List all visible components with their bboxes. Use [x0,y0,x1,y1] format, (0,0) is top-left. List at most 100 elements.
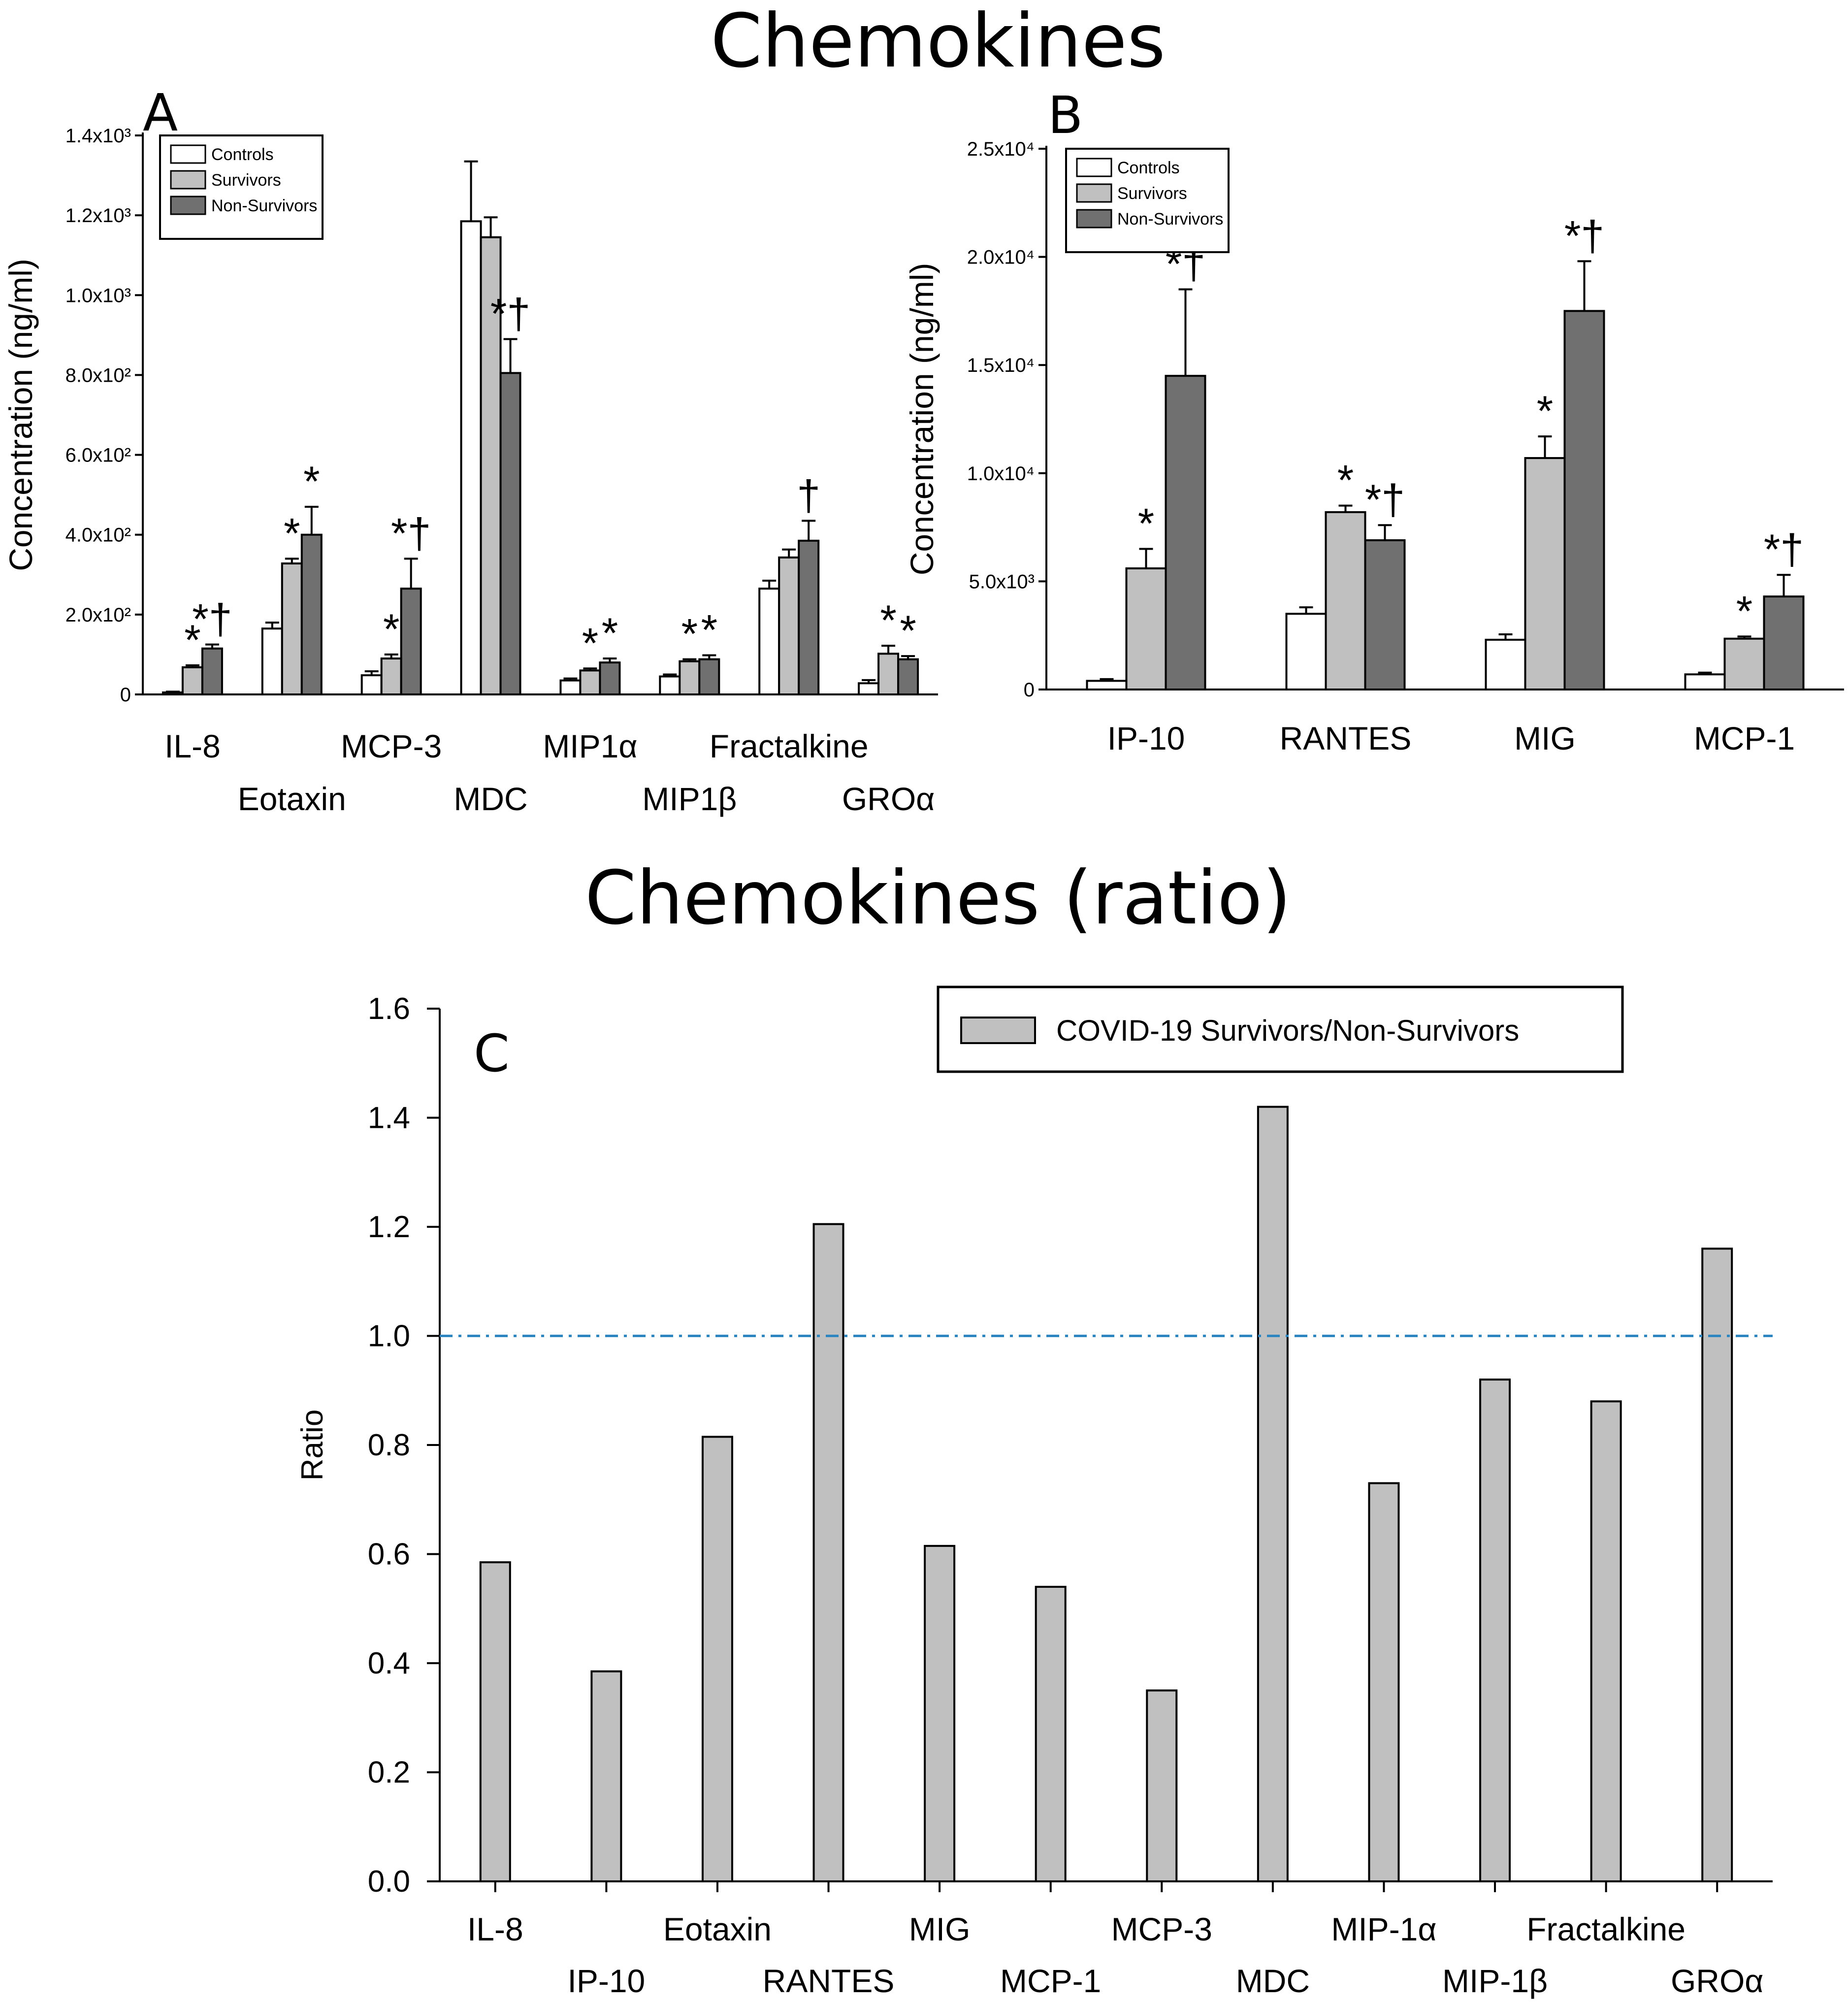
error-bar-non-survivors-rantes [1378,524,1392,540]
x-category-label: GROα [1671,1963,1764,1999]
x-category-label: MIP-1α [1331,1911,1436,1947]
y-tick-label: 5.0x10³ [969,571,1035,592]
y-tick-label: 1.4 [368,1101,410,1135]
y-tick-label: 6.0x10² [65,445,131,466]
bar-survivors-mip1 [579,669,601,696]
error-bar-controls-mip1 [663,673,677,677]
significance-marker: * [900,607,916,655]
significance-marker: *† [1764,526,1804,573]
significance-marker: * [880,597,896,644]
y-tick-label: 1.0x10⁴ [967,463,1035,485]
x-category-label: Fractalkine [710,728,869,764]
error-bar-survivors-mdc [484,216,498,237]
legend-swatch-controls [170,144,206,164]
legend-label: Controls [1117,159,1180,177]
y-tick-label: 1.2 [368,1210,410,1244]
error-bar-survivors-fractalkine [782,548,796,558]
bar-survivors-rantes [1325,511,1366,690]
error-bar-controls-rantes [1299,606,1313,614]
bar-survivors-fractalkine [778,556,800,696]
error-bar-non-survivors-mig [1577,260,1591,311]
bar-controls-fractalkine [758,588,780,696]
bar-non-survivors-mcp-3 [400,588,422,696]
significance-marker: * [303,458,320,505]
bar-non-survivors-eotaxin [300,533,323,695]
error-bar-controls-mig [1498,633,1513,640]
ratio-bar-il-8 [479,1561,511,1883]
ratio-bar-mdc [1257,1106,1289,1883]
x-category-label: IL-8 [467,1911,523,1947]
bar-controls-mdc [460,220,482,695]
error-bar-survivors-il-8 [185,664,199,667]
legend-swatch-survivors [1076,183,1112,203]
y-tick-label: 0.0 [368,1865,410,1899]
bar-controls-rantes [1285,613,1327,691]
bar-survivors-ip-10 [1125,567,1167,690]
x-category-label: MDC [1236,1963,1310,1999]
x-category-label: GROα [842,781,935,817]
x-category-label: Fractalkine [1526,1911,1686,1947]
error-bar-survivors-mip1 [682,658,697,661]
error-bar-survivors-ip-10 [1139,548,1153,569]
x-category-label: MCP-1 [1694,720,1795,756]
y-tick-label: 0.2 [368,1756,410,1790]
legend-swatch-non-survivors [170,196,206,215]
error-bar-controls-mcp-3 [364,670,379,676]
y-tick-label: 0.4 [368,1646,410,1680]
significance-marker: * [602,610,618,657]
significance-marker: *† [1564,212,1604,260]
y-tick-label: 2.5x10⁴ [967,138,1035,160]
bar-survivors-eotaxin [281,562,303,695]
y-tick-label: 2.0x10⁴ [967,247,1035,268]
legend-label: Non-Survivors [211,197,317,215]
legend-label: Survivors [1117,184,1187,203]
legend: COVID-19 Survivors/Non-Survivors [937,985,1624,1073]
error-bar-survivors-rantes [1338,504,1353,512]
legend-label: Survivors [211,171,281,190]
ratio-bar-gro [1701,1248,1733,1882]
figure-title: Chemokines [711,0,1166,84]
panel-c-letter: C [474,1023,510,1084]
y-tick-label: 8.0x10² [65,364,131,386]
error-bar-controls-fractalkine [762,579,777,589]
x-category-label: MDC [454,781,527,817]
error-bar-controls-mdc [464,160,478,222]
bar-controls-ip-10 [1086,680,1128,691]
panel-a-letter: A [143,83,178,143]
bar-controls-mcp-1 [1684,673,1726,690]
error-bar-non-survivors-gro [901,655,915,659]
x-category-label: MCP-3 [1111,1911,1212,1947]
bar-non-survivors-mcp-1 [1763,595,1805,691]
legend-label: Controls [211,145,274,164]
significance-marker: * [1138,500,1154,548]
ratio-bar-mcp-3 [1146,1689,1178,1882]
error-bar-controls-gro [862,679,876,684]
error-bar-non-survivors-mcp-1 [1777,574,1791,597]
x-category-label: MIP1α [543,728,637,764]
x-category-label: MIG [1514,720,1576,756]
legend-label: Non-Survivors [1117,210,1223,229]
x-category-label: MCP-3 [341,728,442,764]
y-tick-label: 2.0x10² [65,604,131,626]
bar-non-survivors-mdc [499,372,521,695]
y-axis-label: Ratio [295,1410,329,1481]
x-category-label: Eotaxin [238,781,346,817]
x-category-label: RANTES [763,1963,895,1999]
error-bar-controls-mip1 [563,677,578,681]
legend: Controls Survivors Non-Survivors [159,134,324,240]
error-bar-survivors-mig [1538,435,1552,459]
error-bar-non-survivors-ip-10 [1178,288,1193,376]
significance-marker: * [284,510,300,557]
bar-controls-mip1 [659,675,681,695]
x-category-label: IP-10 [1107,720,1185,756]
bar-controls-mig [1485,638,1526,691]
error-bar-non-survivors-mcp-3 [404,558,418,589]
error-bar-survivors-mip1 [583,667,597,671]
y-tick-label: 1.6 [368,992,410,1026]
bar-controls-gro [858,682,880,696]
legend-swatch [960,1017,1036,1044]
error-bar-controls-mcp-1 [1698,671,1712,675]
bar-non-survivors-fractalkine [798,539,820,695]
x-category-label: MIG [909,1911,971,1947]
